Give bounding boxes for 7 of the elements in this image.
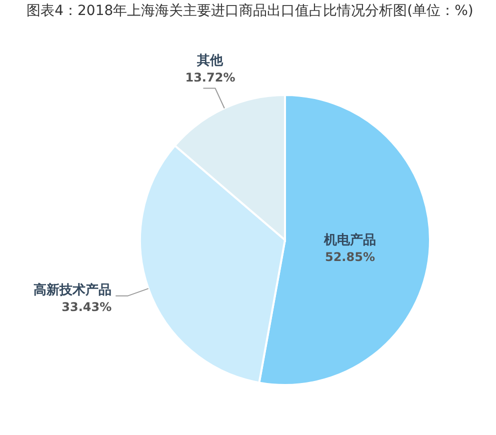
- chart-title: 图表4：2018年上海海关主要进口商品出口值占比情况分析图(单位：%): [26, 2, 474, 20]
- slice-label: 其他: [196, 53, 224, 68]
- slice-label: 高新技术产品: [34, 282, 112, 298]
- data-label: 13.72%: [185, 70, 236, 84]
- slice-label: 机电产品: [322, 232, 376, 248]
- data-label: 52.85%: [324, 250, 375, 264]
- data-label: 33.43%: [62, 300, 112, 314]
